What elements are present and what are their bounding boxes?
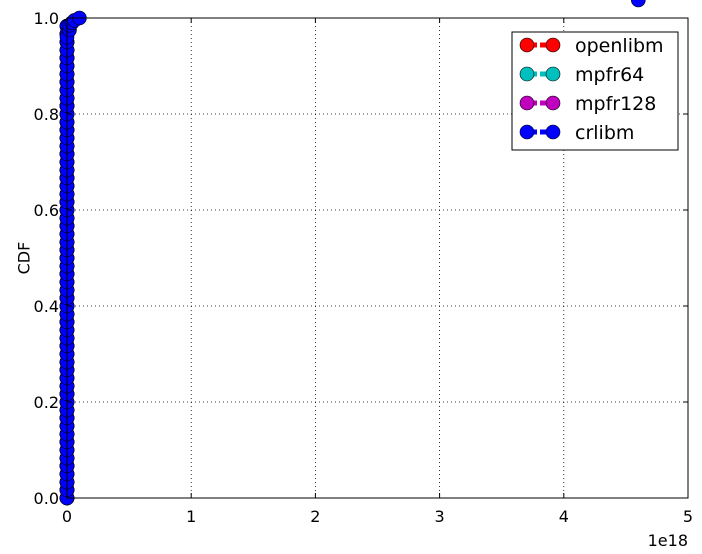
plot-area-frame bbox=[66, 17, 689, 499]
legend-entry-mpfr64: mpfr64 bbox=[519, 64, 644, 86]
y-axis-label: CDF bbox=[15, 242, 34, 275]
axis-tick-labels: 0 1 2 3 4 5 0.0 0.2 0.4 0.6 0.8 1.0 bbox=[34, 9, 694, 526]
legend-marker-crlibm bbox=[519, 124, 535, 140]
legend-label-mpfr64: mpfr64 bbox=[575, 64, 644, 86]
y-tick-label: 0.0 bbox=[34, 489, 59, 508]
legend-marker-mpfr64 bbox=[545, 66, 561, 82]
y-tick-label: 0.6 bbox=[34, 201, 59, 220]
y-tick-label: 1.0 bbox=[34, 9, 59, 28]
x-tick-label: 4 bbox=[559, 507, 569, 526]
x-tick-label: 3 bbox=[435, 507, 445, 526]
legend-marker-crlibm bbox=[545, 124, 561, 140]
x-tick-label: 2 bbox=[310, 507, 320, 526]
legend-entry-crlibm: crlibm bbox=[519, 122, 634, 144]
legend-marker-mpfr64 bbox=[519, 66, 535, 82]
legend-entry-openlibm: openlibm bbox=[519, 35, 664, 57]
legend-label-crlibm: crlibm bbox=[575, 122, 634, 144]
data-point-crlibm bbox=[631, 0, 646, 8]
y-tick-label: 0.2 bbox=[34, 393, 59, 412]
legend-label-openlibm: openlibm bbox=[575, 35, 664, 57]
y-tick-label: 0.4 bbox=[34, 297, 59, 316]
legend-marker-mpfr128 bbox=[545, 95, 561, 111]
legend-box bbox=[511, 31, 679, 151]
legend: openlibm mpfr64 mpfr128 crlibm bbox=[511, 31, 679, 151]
legend-marker-openlibm bbox=[545, 37, 561, 53]
legend-marker-openlibm bbox=[519, 37, 535, 53]
axis-ticks bbox=[66, 17, 689, 499]
legend-entry-mpfr128: mpfr128 bbox=[519, 93, 656, 115]
y-tick-label: 0.8 bbox=[34, 105, 59, 124]
legend-label-mpfr128: mpfr128 bbox=[575, 93, 656, 115]
x-tick-label: 5 bbox=[683, 507, 693, 526]
x-axis-offset-label: 1e18 bbox=[648, 531, 688, 550]
x-tick-label: 0 bbox=[62, 507, 72, 526]
legend-marker-mpfr128 bbox=[519, 95, 535, 111]
x-tick-label: 1 bbox=[186, 507, 196, 526]
